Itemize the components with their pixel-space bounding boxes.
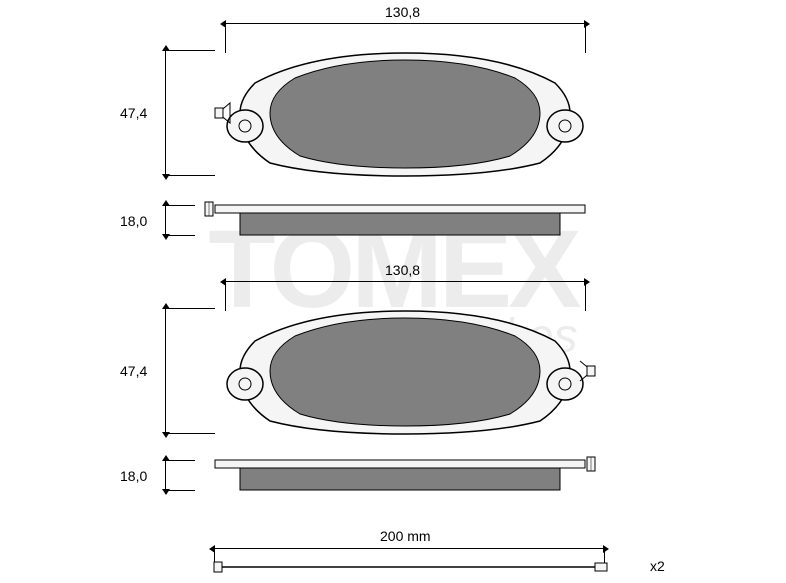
pad1-height-ext-bottom: [165, 175, 215, 176]
pad2-height-ext-top: [165, 308, 215, 309]
pad2-height-label: 47,4: [120, 363, 147, 379]
pad2-width-line: [225, 281, 585, 282]
pad2-thickness-ext-top: [165, 460, 195, 461]
pad1-thickness-label: 18,0: [120, 213, 147, 229]
brake-pad-1-side: [195, 200, 595, 240]
pad2-thickness-label: 18,0: [120, 468, 147, 484]
wire-dim-line: [214, 548, 604, 549]
pad1-width-line: [225, 23, 585, 24]
wire-length-label: 200 mm: [380, 528, 431, 544]
wear-sensor-wire: [210, 558, 610, 578]
pad1-thickness-ext-top: [165, 205, 195, 206]
diagram-container: TOMEX brakes 130,8 47,4 18,0 130,8: [0, 0, 786, 583]
brake-pad-2-side: [195, 455, 605, 495]
pad2-height-ext-bottom: [165, 433, 215, 434]
pad1-thickness-ext-bottom: [165, 235, 195, 236]
pad1-height-line: [165, 50, 166, 175]
pad1-height-ext-top: [165, 50, 215, 51]
pad2-width-label: 130,8: [385, 262, 420, 278]
pad1-width-label: 130,8: [385, 4, 420, 20]
pad2-thickness-ext-bottom: [165, 490, 195, 491]
brake-pad-2-front: [210, 306, 600, 436]
pad1-height-label: 47,4: [120, 105, 147, 121]
pad1-thickness-line: [165, 205, 166, 235]
brake-pad-1-front: [210, 48, 600, 178]
pad2-height-line: [165, 308, 166, 433]
wire-quantity-label: x2: [650, 558, 665, 574]
pad2-thickness-line: [165, 460, 166, 490]
